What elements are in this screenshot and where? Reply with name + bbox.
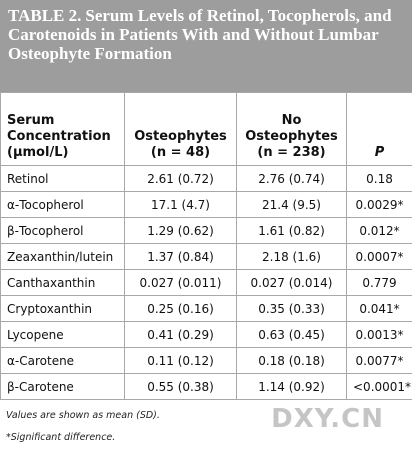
table-cell: 2.76 (0.74) — [237, 166, 347, 192]
table-cell: 0.35 (0.33) — [237, 296, 347, 322]
table-cell: 0.0007* — [347, 244, 412, 270]
table-cell: Lycopene — [1, 322, 125, 348]
table-cell: Cryptoxanthin — [1, 296, 125, 322]
table-label: TABLE 2. — [8, 6, 81, 25]
column-header: Serum Concentration (μmol/L) — [1, 93, 125, 166]
table-cell: α-Carotene — [1, 348, 125, 374]
table-cell: 0.041* — [347, 296, 412, 322]
table-cell: 0.0013* — [347, 322, 412, 348]
table-cell: <0.0001* — [347, 374, 412, 400]
column-header: No Osteophytes (n = 238) — [237, 93, 347, 166]
table-cell: 0.18 — [347, 166, 412, 192]
table-cell: 1.61 (0.82) — [237, 218, 347, 244]
table-cell: 0.027 (0.011) — [125, 270, 237, 296]
column-header: Osteophytes (n = 48) — [125, 93, 237, 166]
table-cell: 0.11 (0.12) — [125, 348, 237, 374]
table-cell: 1.29 (0.62) — [125, 218, 237, 244]
column-header: P — [347, 93, 412, 166]
table-cell: 0.012* — [347, 218, 412, 244]
table-cell: 1.14 (0.92) — [237, 374, 347, 400]
table-header: TABLE 2.Serum Levels of Retinol, Tocophe… — [0, 0, 412, 92]
title-block: TABLE 2.Serum Levels of Retinol, Tocophe… — [8, 6, 403, 63]
table-cell: 0.25 (0.16) — [125, 296, 237, 322]
table-cell: β-Tocopherol — [1, 218, 125, 244]
table-cell: 0.63 (0.45) — [237, 322, 347, 348]
table-cell: 1.37 (0.84) — [125, 244, 237, 270]
table-cell: 0.41 (0.29) — [125, 322, 237, 348]
table-cell: 21.4 (9.5) — [237, 192, 347, 218]
table-cell: 0.0029* — [347, 192, 412, 218]
table-cell: 2.61 (0.72) — [125, 166, 237, 192]
table-cell: 2.18 (1.6) — [237, 244, 347, 270]
table-cell: Retinol — [1, 166, 125, 192]
header-row: Serum Concentration (μmol/L)Osteophytes … — [1, 93, 412, 166]
table-cell: Zeaxanthin/lutein — [1, 244, 125, 270]
watermark: DXY.CN — [271, 404, 384, 434]
table-cell: Canthaxanthin — [1, 270, 125, 296]
data-table: Serum Concentration (μmol/L)Osteophytes … — [0, 92, 412, 400]
table-cell: 17.1 (4.7) — [125, 192, 237, 218]
table-cell: β-Carotene — [1, 374, 125, 400]
table-cell: 0.779 — [347, 270, 412, 296]
table-cell: 0.55 (0.38) — [125, 374, 237, 400]
table-cell: α-Tocopherol — [1, 192, 125, 218]
table-cell: 0.0077* — [347, 348, 412, 374]
table-cell: 0.18 (0.18) — [237, 348, 347, 374]
table-cell: 0.027 (0.014) — [237, 270, 347, 296]
